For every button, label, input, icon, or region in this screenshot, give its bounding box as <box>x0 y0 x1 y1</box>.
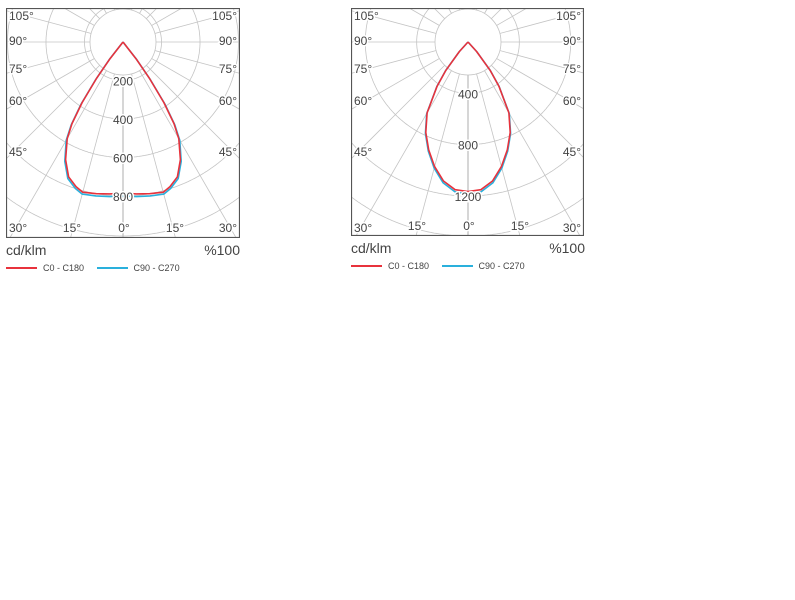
radial-tick-label: 400 <box>113 113 133 127</box>
angle-label-right: 75° <box>219 62 237 76</box>
plot-frame <box>6 8 240 238</box>
angle-label-right: 90° <box>563 34 581 48</box>
legend-swatch-red <box>351 265 382 267</box>
angle-label-left: 105° <box>9 9 34 23</box>
angle-label-bottom: 0° <box>463 219 475 233</box>
grid-ring <box>351 196 584 236</box>
grid <box>351 8 584 236</box>
legend-swatch-red <box>6 267 37 269</box>
spoke-line <box>355 41 469 236</box>
legend-label: C0 - C180 <box>43 263 85 273</box>
grid-ring <box>364 8 572 146</box>
spoke-line <box>415 41 469 236</box>
spoke-line <box>467 41 581 236</box>
spoke-line <box>467 41 521 236</box>
legend-item: C90 - C270 <box>441 261 525 271</box>
radial-tick-label: 200 <box>113 75 133 89</box>
scale-label: %100 <box>204 242 240 258</box>
radial-tick-label: 600 <box>113 152 133 166</box>
unit-label: cd/klm <box>351 240 392 256</box>
legend-label: C90 - C270 <box>478 261 525 271</box>
legend: C0 - C180 C90 - C270 <box>6 261 190 273</box>
angle-label-left: 105° <box>354 9 379 23</box>
angle-label-right: 60° <box>563 94 581 108</box>
grid-ring <box>45 8 201 120</box>
angle-label-right: 60° <box>219 94 237 108</box>
angle-label-right: 30° <box>219 221 237 235</box>
grid-ring <box>7 8 239 158</box>
angle-label-left: 45° <box>9 145 27 159</box>
angle-label-right: 90° <box>219 34 237 48</box>
radial-tick-label: 1200 <box>455 190 482 204</box>
angle-label-left: 60° <box>354 94 372 108</box>
legend-swatch-blue <box>96 267 128 269</box>
angle-label-left: 75° <box>354 62 372 76</box>
legend-label: C90 - C270 <box>133 263 180 273</box>
angle-label-bottom: 15° <box>511 219 529 233</box>
series-line-0 <box>425 41 511 193</box>
grid-ring <box>84 8 162 81</box>
angle-label-right: 75° <box>563 62 581 76</box>
grid <box>6 8 240 238</box>
plot-frame <box>351 8 584 236</box>
angle-label-bottom: 15° <box>166 221 184 235</box>
polar-chart-2: 400 800 1200 105° 105° 90° 90° 75° 75° 60° 60° 45° 4… <box>351 8 585 271</box>
angle-label-left: 45° <box>354 145 372 159</box>
angle-label-bottom: 15° <box>408 219 426 233</box>
angle-label-left: 75° <box>9 62 27 76</box>
scale-label: %100 <box>549 240 585 256</box>
angle-label-right: 105° <box>556 9 581 23</box>
legend-item: C90 - C270 <box>96 263 180 273</box>
angle-label-left: 30° <box>354 221 372 235</box>
polar-plot: 200 400 600 800 105° 105° 90° 90° 75° 75° 60° 60° 45… <box>6 8 240 238</box>
legend-item: C0 - C180 <box>6 263 84 273</box>
angle-label-right: 30° <box>563 221 581 235</box>
angle-label-left: 90° <box>354 34 372 48</box>
spoke-line <box>122 41 176 238</box>
radial-tick-label: 800 <box>458 139 478 153</box>
series-line-0 <box>64 41 182 195</box>
legend-label: C0 - C180 <box>388 261 430 271</box>
angle-label-right: 45° <box>563 145 581 159</box>
polar-chart-1: 200 400 600 800 105° 105° 90° 90° 75° 75° 60° 60° 45… <box>6 8 240 273</box>
legend: C0 - C180 C90 - C270 <box>351 259 535 271</box>
angle-label-bottom: 0° <box>118 221 130 235</box>
grid-ring <box>416 8 520 94</box>
radial-tick-label: 800 <box>113 190 133 204</box>
angle-label-right: 45° <box>219 145 237 159</box>
legend-swatch-blue <box>441 265 473 267</box>
polar-plot: 400 800 1200 105° 105° 90° 90° 75° 75° 60° 60° 45° 4… <box>351 8 584 236</box>
legend-item: C0 - C180 <box>351 261 429 271</box>
radial-tick-label: 400 <box>458 87 478 101</box>
angle-label-left: 90° <box>9 34 27 48</box>
angle-label-right: 105° <box>212 9 237 23</box>
angle-label-left: 30° <box>9 221 27 235</box>
angle-label-left: 60° <box>9 94 27 108</box>
unit-label: cd/klm <box>6 242 47 258</box>
angle-label-bottom: 15° <box>63 221 81 235</box>
spoke-line <box>70 41 124 238</box>
